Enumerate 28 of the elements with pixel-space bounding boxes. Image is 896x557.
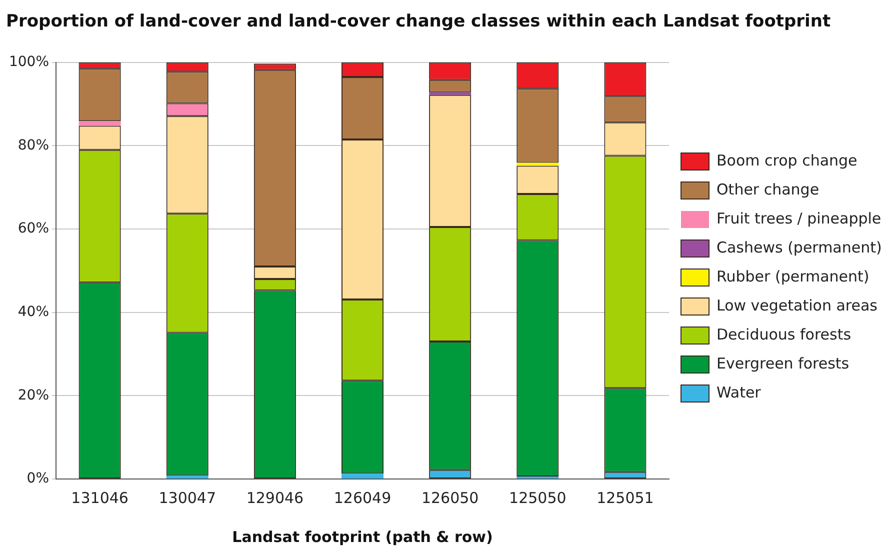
- y-tick-label: 60%: [18, 220, 50, 237]
- x-tick-label: 126049: [334, 488, 392, 507]
- x-axis-title: Landsat footprint (path & row): [232, 528, 493, 546]
- bar: [78, 121, 121, 126]
- legend-label: Cashews (permanent): [716, 238, 882, 256]
- y-tick-label: 80%: [18, 137, 50, 154]
- legend-label: Low vegetation areas: [716, 296, 878, 314]
- y-tick-label: 20%: [18, 387, 50, 404]
- legend-label: Other change: [716, 180, 820, 198]
- x-tick-label: 126050: [421, 488, 479, 507]
- legend-label: Fruit trees / pineapple: [716, 209, 882, 228]
- bar: [429, 92, 472, 95]
- legend-label: Evergreen forests: [716, 354, 850, 372]
- legend-label: Boom crop change: [716, 151, 858, 170]
- legend-label: Deciduous forests: [716, 325, 852, 344]
- x-tick-label: 125050: [509, 488, 566, 507]
- chart-title: Proportion of land-cover and land-cover change classes within each Landsat footprint: [6, 12, 831, 32]
- y-tick-label: 40%: [18, 304, 50, 320]
- x-tick-label: 129046: [246, 488, 304, 507]
- legend-label: Rubber (permanent): [716, 267, 870, 286]
- x-tick-label: 131046: [71, 488, 128, 507]
- y-tick-label: 100%: [8, 54, 50, 70]
- bar: [341, 474, 384, 478]
- x-tick-label: 130047: [158, 488, 216, 507]
- legend-label: Water: [716, 383, 762, 402]
- x-tick-label: 125051: [596, 488, 654, 507]
- y-tick-label: 0%: [26, 470, 50, 487]
- bar: [166, 476, 208, 478]
